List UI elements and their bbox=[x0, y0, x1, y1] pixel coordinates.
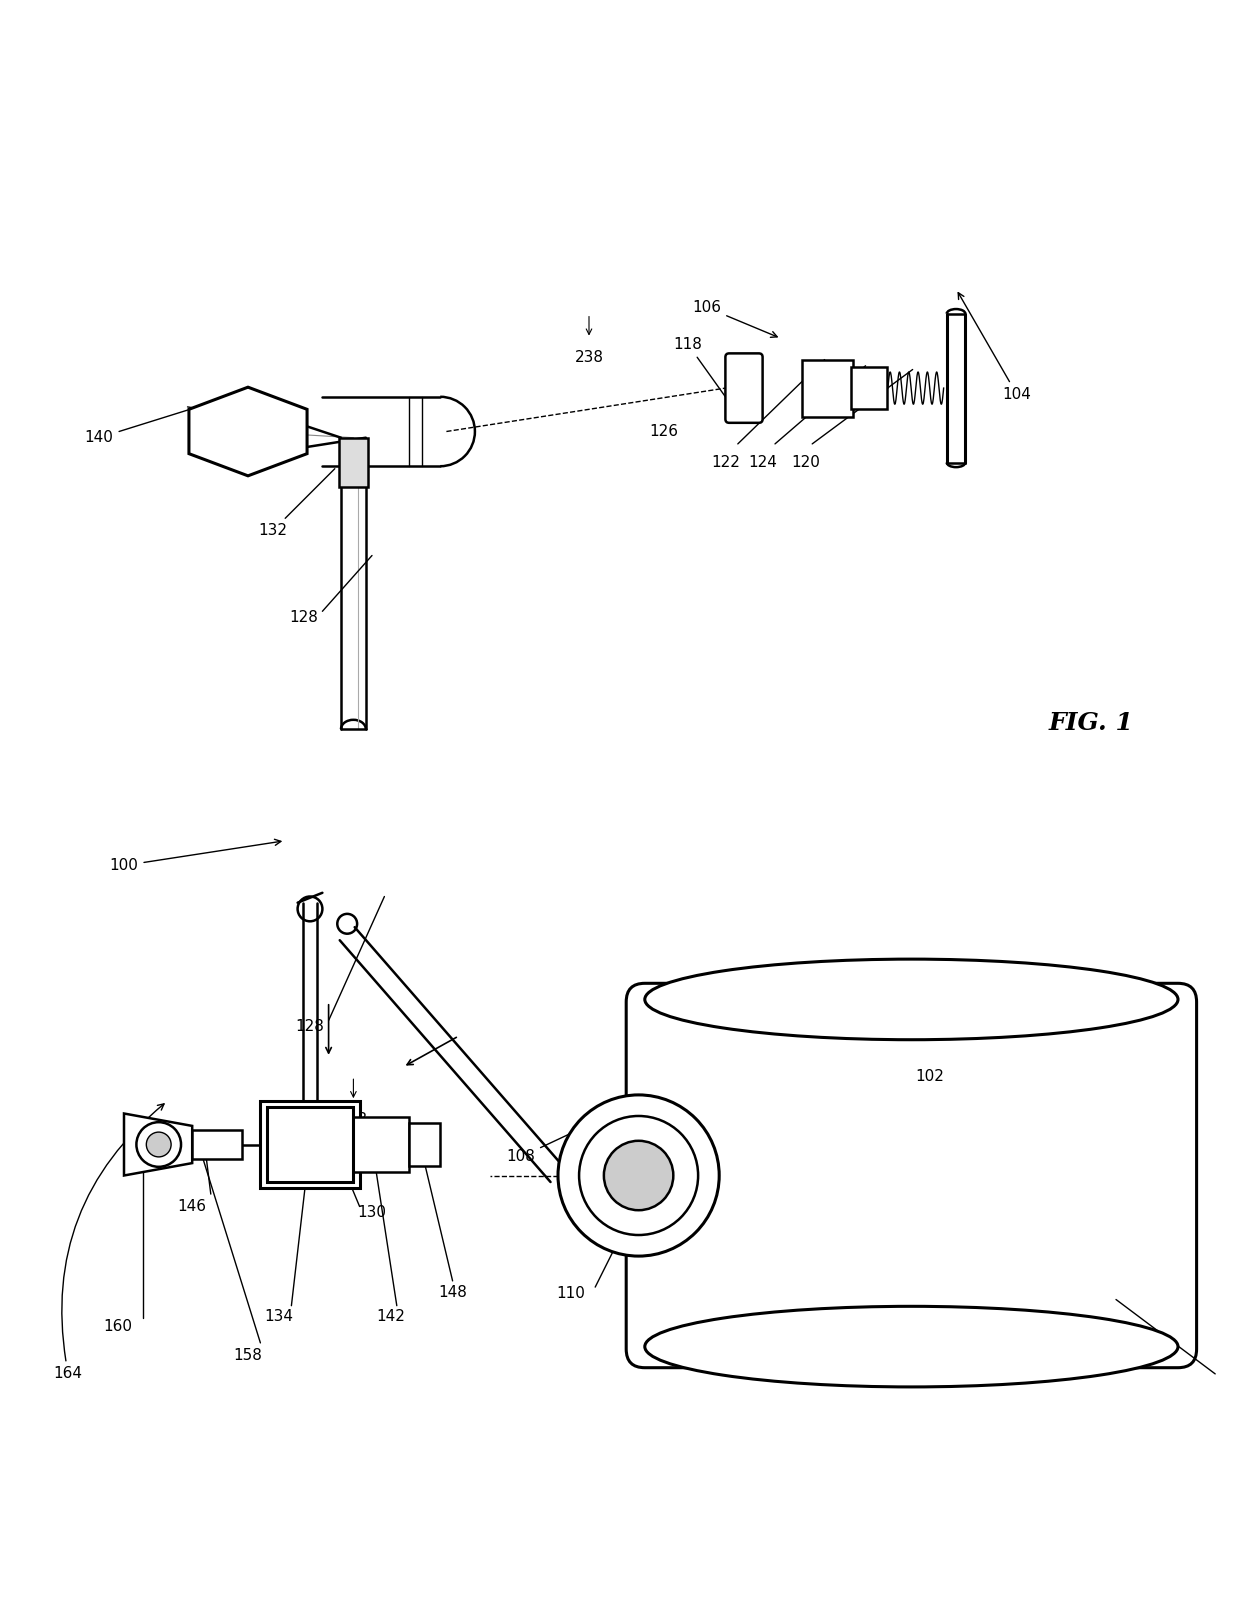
FancyBboxPatch shape bbox=[260, 1101, 360, 1188]
Text: 102: 102 bbox=[915, 1069, 945, 1083]
Polygon shape bbox=[192, 1130, 242, 1159]
FancyBboxPatch shape bbox=[409, 1123, 440, 1165]
Text: 120: 120 bbox=[791, 455, 821, 469]
Circle shape bbox=[136, 1122, 181, 1167]
FancyBboxPatch shape bbox=[626, 983, 1197, 1368]
FancyBboxPatch shape bbox=[353, 1117, 409, 1172]
Text: 158: 158 bbox=[233, 1348, 263, 1363]
Text: 104: 104 bbox=[959, 292, 1032, 402]
Circle shape bbox=[146, 1131, 171, 1157]
Text: 124: 124 bbox=[748, 455, 777, 469]
Circle shape bbox=[298, 897, 322, 921]
Text: 134: 134 bbox=[264, 1310, 294, 1324]
Text: 118: 118 bbox=[673, 337, 742, 419]
FancyBboxPatch shape bbox=[725, 354, 763, 423]
Circle shape bbox=[558, 1094, 719, 1257]
Text: 238: 238 bbox=[574, 350, 604, 365]
Ellipse shape bbox=[645, 959, 1178, 1040]
Text: 164: 164 bbox=[53, 1104, 164, 1382]
FancyBboxPatch shape bbox=[802, 360, 853, 416]
Text: 106: 106 bbox=[692, 301, 777, 337]
FancyBboxPatch shape bbox=[339, 437, 368, 487]
FancyBboxPatch shape bbox=[851, 366, 887, 410]
Text: 238: 238 bbox=[339, 1112, 368, 1127]
Text: FIG. 1: FIG. 1 bbox=[1049, 710, 1133, 734]
FancyBboxPatch shape bbox=[268, 1109, 352, 1181]
Text: 238: 238 bbox=[568, 1155, 598, 1170]
Ellipse shape bbox=[645, 1306, 1178, 1387]
Text: 110: 110 bbox=[556, 1286, 585, 1300]
Text: 128: 128 bbox=[289, 611, 319, 625]
Text: 108: 108 bbox=[506, 1109, 622, 1165]
Text: 142: 142 bbox=[376, 1310, 405, 1324]
Text: 100: 100 bbox=[109, 839, 281, 873]
FancyBboxPatch shape bbox=[186, 1135, 201, 1154]
Polygon shape bbox=[188, 387, 308, 476]
Text: 146: 146 bbox=[177, 1199, 207, 1213]
Text: 122: 122 bbox=[711, 455, 740, 469]
Text: 132: 132 bbox=[258, 524, 288, 538]
Circle shape bbox=[337, 914, 357, 934]
Text: 140: 140 bbox=[84, 407, 195, 445]
Circle shape bbox=[579, 1115, 698, 1236]
Circle shape bbox=[604, 1141, 673, 1210]
Text: 148: 148 bbox=[438, 1284, 467, 1300]
Text: 126: 126 bbox=[649, 424, 678, 439]
Text: 160: 160 bbox=[103, 1319, 133, 1334]
Polygon shape bbox=[124, 1114, 192, 1175]
Text: 130: 130 bbox=[357, 1205, 387, 1220]
Text: 128: 128 bbox=[295, 1019, 325, 1035]
